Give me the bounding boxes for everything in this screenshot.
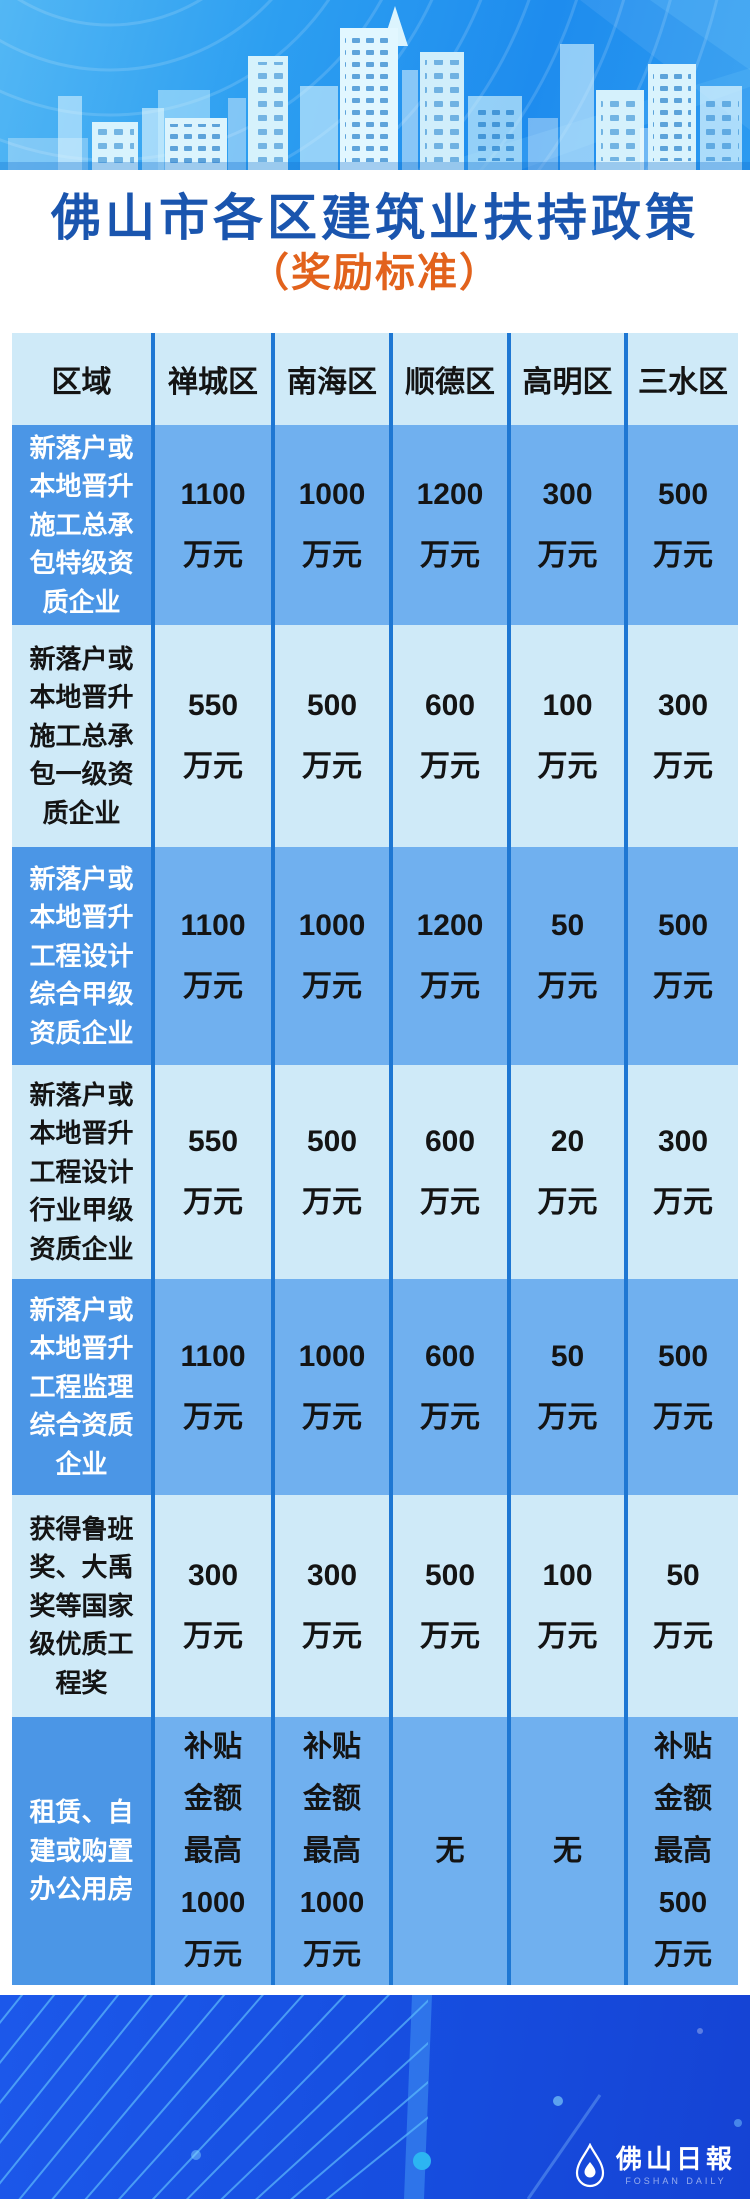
table-cell: 1200 万元 — [393, 847, 511, 1065]
table-cell: 300 万元 — [511, 425, 628, 625]
column-header-region: 区域 — [12, 333, 155, 425]
table-cell: 1000 万元 — [275, 847, 393, 1065]
footer-decoration — [0, 1995, 742, 2199]
page-subtitle: （奖励标准） — [249, 251, 501, 295]
table-cell: 300 万元 — [275, 1495, 393, 1717]
table-cell: 600 万元 — [393, 1065, 511, 1279]
column-header-sanshui: 三水区 — [628, 333, 738, 425]
table-cell: 300 万元 — [155, 1495, 275, 1717]
table-cell: 1200 万元 — [393, 425, 511, 625]
table-cell: 100 万元 — [511, 625, 628, 847]
table-row: 租赁、自 建或购置 办公用房 补贴 金额 最高 1000 万元 补贴 金额 最高… — [12, 1717, 738, 1985]
table-cell: 500 万元 — [628, 425, 738, 625]
table-cell: 600 万元 — [393, 625, 511, 847]
table-cell: 550 万元 — [155, 625, 275, 847]
table-cell: 500 万元 — [628, 847, 738, 1065]
footer-banner: 佛山日報 FOSHAN DAILY — [0, 1995, 750, 2199]
table-cell: 补贴 金额 最高 1000 万元 — [275, 1717, 393, 1985]
title-block: 佛山市各区建筑业扶持政策 （奖励标准） — [0, 170, 750, 333]
table-cell: 500 万元 — [275, 625, 393, 847]
table-row: 新落户或 本地晋升 工程设计 综合甲级 资质企业 1100 万元 1000 万元… — [12, 847, 738, 1065]
header-banner — [0, 0, 750, 170]
row-label: 新落户或 本地晋升 工程监理 综合资质 企业 — [12, 1279, 155, 1495]
table-cell: 500 万元 — [628, 1279, 738, 1495]
table-cell: 600 万元 — [393, 1279, 511, 1495]
logo-text-en: FOSHAN DAILY — [625, 2176, 727, 2186]
table-cell: 500 万元 — [275, 1065, 393, 1279]
foshan-daily-logo: 佛山日報 FOSHAN DAILY — [573, 2143, 736, 2189]
table-cell: 1100 万元 — [155, 425, 275, 625]
table-cell: 1000 万元 — [275, 1279, 393, 1495]
table-row: 新落户或 本地晋升 施工总承 包一级资 质企业 550 万元 500 万元 60… — [12, 625, 738, 847]
table-row: 新落户或 本地晋升 施工总承 包特级资 质企业 1100 万元 1000 万元 … — [12, 425, 738, 625]
table-row: 新落户或 本地晋升 工程设计 行业甲级 资质企业 550 万元 500 万元 6… — [12, 1065, 738, 1279]
table-cell: 无 — [511, 1717, 628, 1985]
table-header-row: 区域 禅城区 南海区 顺德区 高明区 三水区 — [12, 333, 738, 425]
table-row: 新落户或 本地晋升 工程监理 综合资质 企业 1100 万元 1000 万元 6… — [12, 1279, 738, 1495]
column-header-chancheng: 禅城区 — [155, 333, 275, 425]
table-cell: 20 万元 — [511, 1065, 628, 1279]
row-label: 获得鲁班 奖、大禹 奖等国家 级优质工 程奖 — [12, 1495, 155, 1717]
table-cell: 500 万元 — [393, 1495, 511, 1717]
column-header-gaoming: 高明区 — [511, 333, 628, 425]
table-cell: 300 万元 — [628, 625, 738, 847]
table-cell: 1100 万元 — [155, 847, 275, 1065]
table-cell: 50 万元 — [628, 1495, 738, 1717]
table-cell: 补贴 金额 最高 500 万元 — [628, 1717, 738, 1985]
table-cell: 550 万元 — [155, 1065, 275, 1279]
table-cell: 50 万元 — [511, 1279, 628, 1495]
row-label: 新落户或 本地晋升 施工总承 包特级资 质企业 — [12, 425, 155, 625]
table-cell: 1100 万元 — [155, 1279, 275, 1495]
table-cell: 300 万元 — [628, 1065, 738, 1279]
table-cell: 无 — [393, 1717, 511, 1985]
column-header-shunde: 顺德区 — [393, 333, 511, 425]
table-cell: 100 万元 — [511, 1495, 628, 1717]
city-skyline-illustration — [0, 0, 750, 170]
row-label: 租赁、自 建或购置 办公用房 — [12, 1717, 155, 1985]
table-cell: 1000 万元 — [275, 425, 393, 625]
column-header-nanhai: 南海区 — [275, 333, 393, 425]
table-row: 获得鲁班 奖、大禹 奖等国家 级优质工 程奖 300 万元 300 万元 500… — [12, 1495, 738, 1717]
row-label: 新落户或 本地晋升 工程设计 综合甲级 资质企业 — [12, 847, 155, 1065]
logo-text-cn: 佛山日報 — [615, 2145, 736, 2174]
page-title: 佛山市各区建筑业扶持政策 — [51, 190, 699, 246]
table-cell: 50 万元 — [511, 847, 628, 1065]
water-drop-icon — [575, 2143, 605, 2188]
policy-table: 区域 禅城区 南海区 顺德区 高明区 三水区 新落户或 本地晋升 施工总承 包特… — [12, 333, 738, 1985]
row-label: 新落户或 本地晋升 施工总承 包一级资 质企业 — [12, 625, 155, 847]
row-label: 新落户或 本地晋升 工程设计 行业甲级 资质企业 — [12, 1065, 155, 1279]
table-cell: 补贴 金额 最高 1000 万元 — [155, 1717, 275, 1985]
